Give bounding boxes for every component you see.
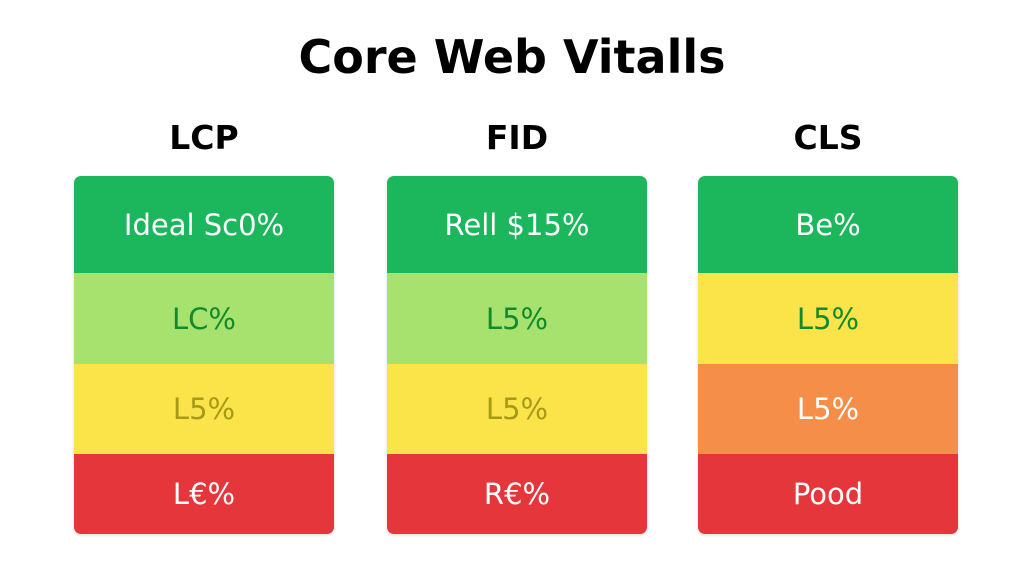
column-heading-cls: CLS (793, 118, 863, 157)
cls-band-good: Be% (698, 176, 958, 273)
page-title: Core Web Vitalls (298, 30, 726, 84)
lcp-card: Ideal Sc0% LC% L5% L€% (74, 176, 334, 534)
fid-band-good: Rell $15% (387, 176, 647, 273)
column-heading-lcp: LCP (169, 118, 239, 157)
fid-card: Rell $15% L5% L5% R€% (387, 176, 647, 534)
fid-band-fair: L5% (387, 273, 647, 364)
column-heading-fid: FID (485, 118, 549, 157)
cls-card: Be% L5% L5% Pood (698, 176, 958, 534)
lcp-band-good: Ideal Sc0% (74, 176, 334, 273)
cls-band-needs-improvement: L5% (698, 364, 958, 454)
fid-band-poor: R€% (387, 454, 647, 534)
fid-band-needs-improvement: L5% (387, 364, 647, 454)
cls-band-fair: L5% (698, 273, 958, 364)
lcp-band-fair: LC% (74, 273, 334, 364)
cls-band-poor: Pood (698, 454, 958, 534)
lcp-band-needs-improvement: L5% (74, 364, 334, 454)
lcp-band-poor: L€% (74, 454, 334, 534)
